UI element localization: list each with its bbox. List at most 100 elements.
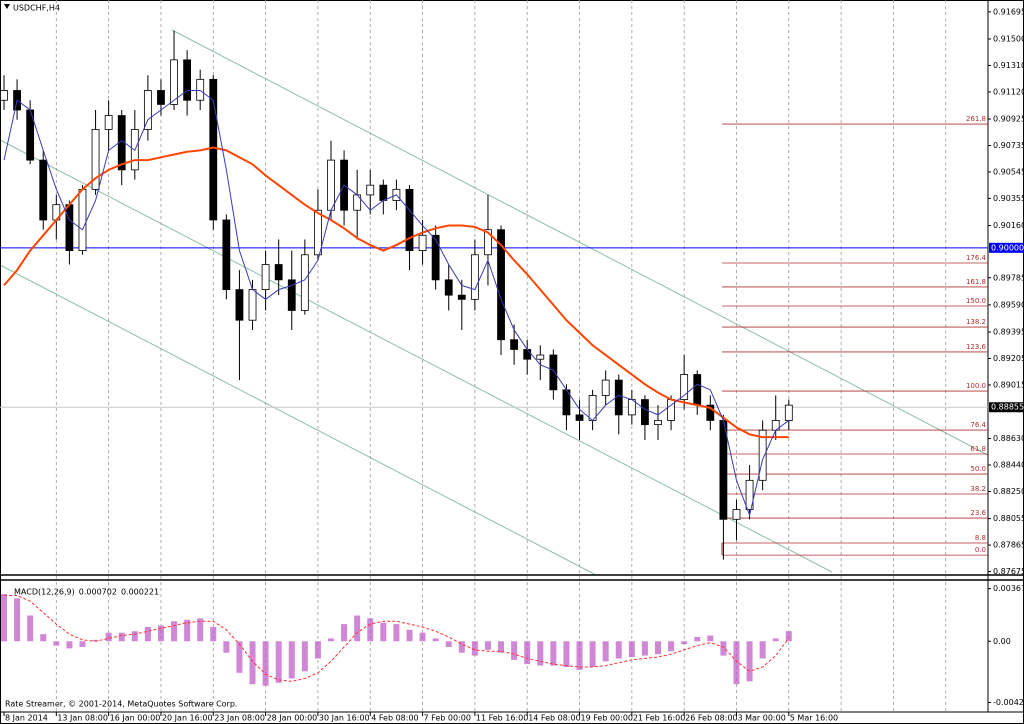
macd-bar xyxy=(419,632,426,642)
macd-bar xyxy=(694,636,701,642)
y-tick-label: 0.90925 xyxy=(993,115,1024,124)
macd-signal xyxy=(4,594,790,682)
y-tick-label: 0.90355 xyxy=(993,194,1024,203)
macd-bar xyxy=(785,631,792,642)
y-tick-label: 0.87865 xyxy=(993,541,1024,550)
macd-bar xyxy=(524,641,531,665)
macd-bar xyxy=(432,638,439,642)
x-tick-label: 11 Feb 16:00 xyxy=(476,714,528,723)
fib-label: 123.6 xyxy=(966,343,987,351)
macd-y-tick-label: 0.003675 xyxy=(993,584,1024,593)
macd-bar xyxy=(328,638,334,642)
macd-bar xyxy=(576,641,583,670)
candle-body xyxy=(641,399,649,426)
macd-bar xyxy=(79,641,86,647)
macd-y-tick-label: 0.00 xyxy=(993,637,1011,646)
x-tick-label: 5 Mar 16:00 xyxy=(790,714,838,723)
macd-signal-value: 0.000221 xyxy=(121,588,159,597)
y-tick-label: 0.90735 xyxy=(993,141,1024,150)
macd-bar xyxy=(563,641,570,668)
candle-body xyxy=(784,404,793,421)
candle-body xyxy=(693,374,702,406)
macd-bar xyxy=(27,615,34,642)
y-tick-label: 0.91500 xyxy=(993,34,1024,43)
x-tick-label: 14 Feb 08:00 xyxy=(528,714,580,723)
candle-body xyxy=(431,234,440,281)
candle-body xyxy=(157,90,165,105)
candle-body xyxy=(588,394,597,421)
channel-upper xyxy=(171,29,989,456)
candle-body xyxy=(261,264,270,290)
fib-label: 23.6 xyxy=(970,509,986,517)
bid-label: 0.88855 xyxy=(991,403,1024,412)
fib-label: 38.2 xyxy=(970,485,986,493)
macd-bar xyxy=(746,641,753,682)
candle-body xyxy=(536,354,545,360)
macd-bar xyxy=(144,626,151,642)
macd-bar xyxy=(458,641,465,653)
x-tick-label: 20 Jan 16:00 xyxy=(162,714,213,723)
y-tick-label: 0.89205 xyxy=(993,354,1024,363)
x-tick-label: 7 Feb 00:00 xyxy=(424,714,471,723)
macd-bar xyxy=(380,622,387,642)
macd-bar xyxy=(668,641,675,652)
x-tick-label: 8 Jan 2014 xyxy=(5,714,48,723)
fib-label: 176.4 xyxy=(966,254,987,262)
moving-average xyxy=(3,89,790,517)
candle-body xyxy=(484,229,492,256)
candle-body xyxy=(209,78,218,221)
fib-label: 261.8 xyxy=(966,115,986,123)
macd-bar xyxy=(197,618,204,642)
macd-bar xyxy=(105,632,112,642)
macd-bar xyxy=(66,641,73,649)
macd-bar xyxy=(53,641,60,646)
macd-bar xyxy=(602,641,609,662)
candle-body xyxy=(314,209,322,256)
y-tick-label: 0.88630 xyxy=(993,434,1024,443)
fib-label: 150.0 xyxy=(966,297,986,305)
x-tick-label: 26 Feb 08:00 xyxy=(685,714,737,723)
channel-middle xyxy=(0,139,833,573)
candle-body xyxy=(91,129,100,190)
macd-bar xyxy=(367,618,374,642)
fib-label: 76.4 xyxy=(970,421,986,429)
footer: Rate Streamer, © 2001-2014, MetaQuotes S… xyxy=(5,700,237,709)
candle-body xyxy=(758,429,767,481)
macd-bar xyxy=(589,641,596,668)
candle-body xyxy=(366,184,375,196)
y-tick-label: 0.90545 xyxy=(993,167,1024,176)
macd-bar xyxy=(171,621,178,642)
candle-body xyxy=(183,59,192,101)
candle-body xyxy=(575,414,584,421)
y-tick-label: 0.87675 xyxy=(993,567,1024,576)
candle-body xyxy=(418,234,427,252)
macd-bar xyxy=(275,641,282,683)
macd-bar xyxy=(511,641,518,660)
candle-body xyxy=(274,264,283,281)
x-tick-label: 28 Jan 00:00 xyxy=(267,714,318,723)
y-tick-label: 0.89785 xyxy=(993,273,1024,282)
macd-bar xyxy=(681,641,688,645)
macd-bar xyxy=(759,641,766,659)
candle-body xyxy=(300,254,309,311)
candle-body xyxy=(170,59,178,105)
macd-label: MACD(12,26,9) xyxy=(14,588,75,597)
macd-bar xyxy=(1,594,7,642)
y-tick-label: 0.90160 xyxy=(993,221,1024,230)
channel-lower xyxy=(0,264,597,576)
macd-bar xyxy=(707,635,714,642)
macd-bar xyxy=(393,624,400,642)
candle-body xyxy=(601,379,610,396)
macd-bar xyxy=(354,615,361,642)
x-tick-label: 4 Feb 08:00 xyxy=(371,714,418,723)
candle-body xyxy=(248,289,257,321)
moving-average xyxy=(3,146,789,439)
y-tick-label: 0.88055 xyxy=(993,514,1024,523)
macd-bar xyxy=(733,641,740,685)
macd-bar xyxy=(406,629,413,642)
y-tick-label: 0.89015 xyxy=(993,380,1024,389)
macd-bar xyxy=(262,641,269,686)
y-tick-label: 0.91120 xyxy=(993,87,1024,96)
